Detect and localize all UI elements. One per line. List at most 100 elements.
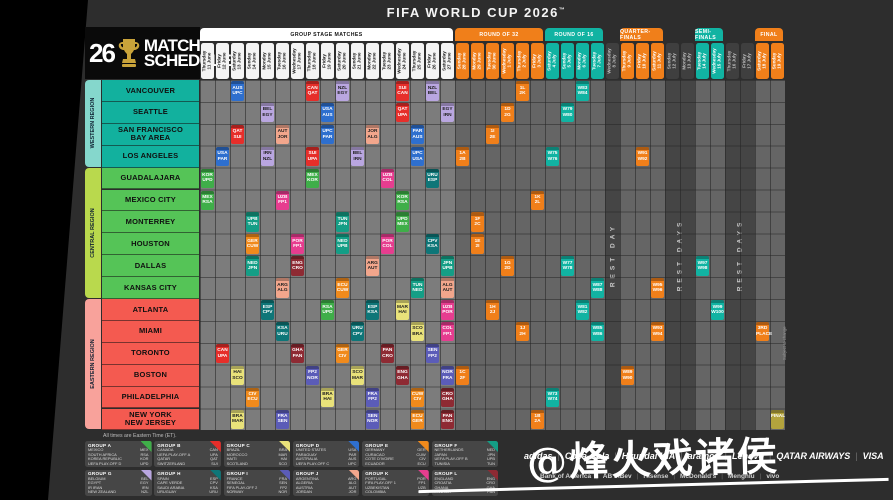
match-cell-upc-usa: UPC USA bbox=[411, 146, 424, 167]
legend-team-row: UEFA PLAY-OFF D UPD bbox=[88, 460, 149, 466]
sponsor-divider: | bbox=[680, 451, 683, 461]
match-cell-sui-can: SUI CAN bbox=[396, 81, 409, 101]
subject-to-change-note: Subject to change bbox=[782, 326, 787, 360]
date-column: Monday 6 July bbox=[575, 42, 590, 79]
date-column: Wednesday 24 June bbox=[395, 42, 410, 79]
legend-team-row: FIFA PLAY-OFF 1 FP1 bbox=[365, 480, 426, 486]
match-cell-gha-pan: GHA PAN bbox=[291, 343, 304, 364]
city-row-houston: HOUSTON bbox=[102, 233, 199, 256]
match-cell-cuw-civ: CUW CIV bbox=[411, 387, 424, 408]
group-color-corner bbox=[140, 469, 152, 481]
knockout-cell-bronze: 3RD PLACE bbox=[756, 321, 772, 342]
match-cell-cro-gha: CRO GHA bbox=[441, 387, 454, 408]
date-column: Sunday 12 July bbox=[665, 42, 680, 79]
legend-team-row: KOREA REPUBLIC KOR bbox=[88, 456, 149, 462]
match-cell-fp2-nor: FP2 NOR bbox=[306, 365, 319, 386]
timezone-note: All times are Eastern Time (ET). bbox=[103, 433, 177, 439]
legend-team-row: COLOMBIA COL bbox=[365, 489, 426, 495]
match-cell-aut-jor: AUT JOR bbox=[276, 124, 289, 145]
city-row-philadelphia: PHILADELPHIA bbox=[102, 386, 199, 409]
sponsor-divider: | bbox=[855, 451, 858, 461]
group-color-corner bbox=[487, 469, 498, 481]
match-cell-ecu-ger: ECU GER bbox=[411, 409, 424, 429]
date-column: Tuesday 23 June bbox=[380, 42, 395, 79]
region-tab-western: WESTERN REGION bbox=[85, 80, 101, 167]
match-cell-bel-irn: BEL IRN bbox=[351, 146, 364, 167]
match-cell-fra-fp2: FRA FP2 bbox=[366, 387, 379, 408]
legend-group-k: GROUP K PORTUGAL POR FIFA PLAY-OFF 1 FP1 UZBE… bbox=[362, 469, 429, 496]
city-row-toronto: TORONTO bbox=[102, 342, 199, 365]
sponsor-logo-mengniu: Mengniu bbox=[727, 473, 755, 480]
legend-team-row: URUGUAY URU bbox=[157, 489, 218, 495]
date-column: Friday 10 July bbox=[635, 42, 650, 79]
match-cell-ger-cuw: GER CUW bbox=[246, 234, 259, 254]
legend-group-title: GROUP J bbox=[295, 471, 319, 476]
match-cell-ned-jpn: NED JPN bbox=[246, 256, 259, 276]
legend-team-row: UEFA PLAY-OFF C UPC bbox=[295, 460, 357, 466]
knockout-cell-qf: W91 W92 bbox=[636, 146, 649, 167]
date-column: Friday 17 July bbox=[740, 42, 755, 79]
match-cell-nzl-bel: NZL BEL bbox=[426, 81, 439, 101]
date-column: Sunday 14 June bbox=[245, 42, 260, 79]
match-cell-uru-cpv: URU CPV bbox=[351, 321, 364, 342]
city-row-seattle: SEATTLE bbox=[102, 101, 199, 124]
knockout-cell-r16: W83 W84 bbox=[576, 81, 589, 101]
match-cell-uzb-por: UZB POR bbox=[441, 300, 454, 320]
date-column: Friday 3 July bbox=[530, 42, 545, 79]
knockout-cell-r32: 1I 2E bbox=[486, 124, 499, 145]
legend-team-row: TUNISIA TUN bbox=[434, 460, 496, 466]
legend-group-title: GROUP H bbox=[157, 471, 181, 476]
sponsor-divider: | bbox=[768, 451, 772, 461]
match-cell-uru-esp: URU ESP bbox=[426, 168, 439, 189]
legend-team-row: CURACAO CUW bbox=[365, 451, 426, 457]
match-cell-qat-sui: QAT SUI bbox=[231, 124, 244, 145]
legend-team-row: NETHERLANDS NED bbox=[434, 447, 496, 452]
match-cell-can-qat: CAN QAT bbox=[306, 81, 319, 101]
legend-team-row: JAPAN JPN bbox=[434, 451, 496, 457]
match-cell-cpv-ksa: CPV KSA bbox=[426, 234, 439, 254]
knockout-cell-sf: W99 W100 bbox=[711, 300, 724, 320]
legend-team-row: GERMANY GER bbox=[365, 447, 426, 452]
section-header-round-of-16: ROUND OF 16 bbox=[545, 28, 603, 41]
legend-team-row: PANAMA PAN bbox=[434, 489, 496, 495]
match-cell-jpn-upb: JPN UPB bbox=[441, 256, 454, 276]
knockout-cell-r32: 1D 2G bbox=[501, 102, 514, 123]
city-row-monterrey: MONTERREY bbox=[102, 211, 199, 234]
match-cell-nzl-egy: NZL EGY bbox=[336, 81, 349, 101]
date-column: Monday 29 June bbox=[470, 42, 485, 79]
match-cell-jor-alg: JOR ALG bbox=[366, 124, 379, 145]
date-column: Tuesday 7 July bbox=[590, 42, 605, 79]
fifa-trophy-icon bbox=[118, 39, 140, 67]
knockout-cell-r16: W73 W74 bbox=[546, 387, 559, 408]
legend-group-e: GROUP E GERMANY GER CURACAO CUW COTE D'IVOIRE… bbox=[362, 441, 429, 467]
match-cell-sco-mar: SCO MAR bbox=[351, 365, 364, 386]
legend-team-row: MOROCCO MAR bbox=[226, 451, 288, 457]
trademark: ™ bbox=[558, 7, 567, 14]
legend-group-title: GROUP C bbox=[226, 442, 251, 448]
date-column: Saturday 27 June bbox=[440, 42, 455, 79]
knockout-cell-r32: 1C 2F bbox=[456, 365, 469, 386]
date-column: Thursday 2 July bbox=[515, 42, 530, 79]
legend-team-row: CAPE VERDE CPV bbox=[157, 480, 218, 486]
sponsor-row-primary: adidas | Coca-Cola | Hyundai KIA | aramco | Leno… bbox=[524, 451, 884, 461]
sponsor-logo-aramco: aramco bbox=[687, 451, 720, 461]
legend-team-row: SOUTH AFRICA RSA bbox=[88, 451, 149, 457]
sponsor-divider: | bbox=[557, 451, 560, 461]
legend-team-row: UZBEKISTAN UZB bbox=[365, 484, 426, 490]
legend-team-row: SPAIN ESP bbox=[157, 475, 218, 481]
legend-team-row: UNITED STATES USA bbox=[295, 447, 357, 452]
match-cell-sco-bra: SCO BRA bbox=[411, 321, 424, 342]
date-column: Sunday 19 July bbox=[770, 42, 785, 79]
legend-team-row: MEXICO MEX bbox=[88, 447, 149, 452]
knockout-cell-qf: W95 W96 bbox=[651, 278, 664, 298]
date-column: Tuesday 30 June bbox=[485, 42, 500, 79]
sponsor-logo-bank-of-america: Bank of America bbox=[540, 473, 592, 480]
legend-group-title: GROUP K bbox=[365, 471, 389, 476]
group-color-corner bbox=[209, 469, 221, 481]
knockout-cell-r32: 1K 2L bbox=[531, 190, 544, 210]
legend-team-row: HAITI HAI bbox=[226, 456, 288, 462]
legend-team-row: EGYPT EGY bbox=[88, 480, 149, 486]
legend-group-title: GROUP F bbox=[434, 442, 458, 448]
match-cell-upc-par: UPC PAR bbox=[321, 124, 334, 145]
